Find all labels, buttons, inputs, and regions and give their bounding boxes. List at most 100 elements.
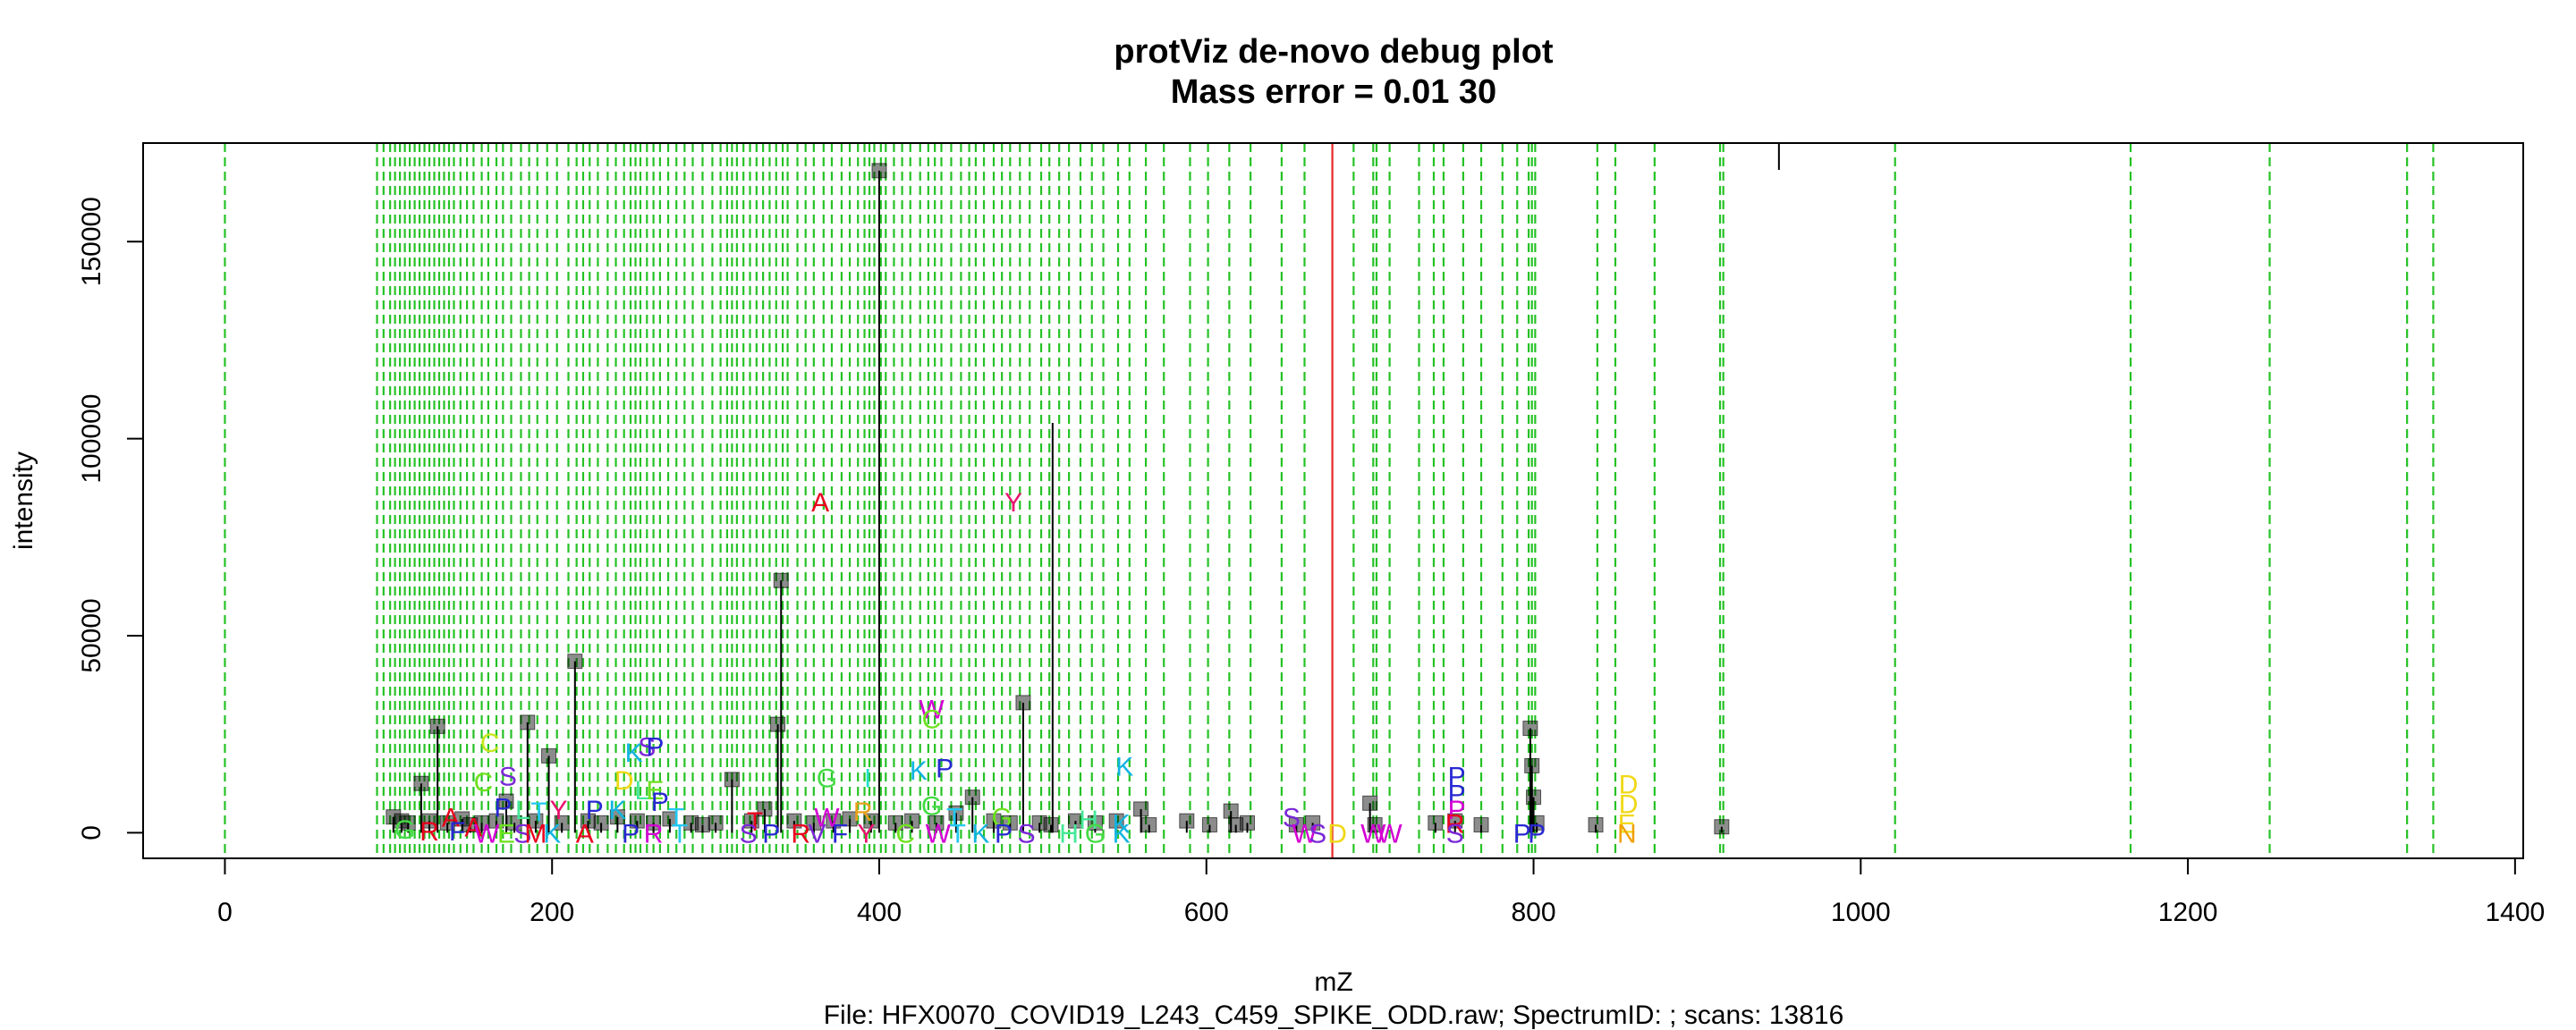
aa-label-70: G — [1085, 819, 1106, 848]
aa-label-19: G — [921, 791, 942, 821]
peak-13 — [520, 714, 536, 730]
aa-label-14: G — [817, 764, 837, 794]
peak-27 — [724, 772, 740, 788]
peak-markers — [386, 163, 1730, 835]
chart-subtitle: Mass error = 0.01 30 — [1171, 73, 1496, 111]
peak-16 — [554, 815, 570, 831]
x-axis-label: mZ — [1314, 967, 1352, 997]
aa-label-15: I — [864, 764, 871, 794]
x-tick-label-0: 0 — [217, 898, 233, 927]
aa-label-61: F — [832, 819, 848, 848]
aa-label-37: P — [1448, 780, 1466, 809]
aa-label-23: L — [515, 796, 530, 825]
x-tick-label-7: 1400 — [2485, 898, 2545, 927]
aa-label-62: Y — [857, 819, 875, 848]
aa-label-60: V — [808, 819, 826, 848]
y-tick-label-0: 0 — [77, 825, 106, 840]
peak-66 — [1524, 757, 1540, 773]
peak-50 — [1108, 813, 1124, 829]
peak-54 — [1201, 817, 1217, 833]
peak-11 — [498, 793, 514, 809]
aa-label-78: P — [1513, 819, 1531, 848]
aa-label-68: S — [1018, 819, 1036, 848]
aa-label-9: S — [499, 762, 517, 791]
aa-label-3: C — [922, 705, 942, 735]
aa-label-24: T — [530, 798, 547, 827]
peak-28 — [743, 813, 759, 829]
aa-label-72: W — [1292, 819, 1318, 848]
peak-17 — [567, 654, 583, 670]
peak-62 — [1428, 815, 1444, 831]
peak-39 — [904, 813, 920, 829]
peak-53 — [1179, 813, 1195, 829]
aa-label-11: L — [634, 776, 649, 806]
aa-label-49: E — [497, 819, 515, 848]
aa-label-27: K — [608, 796, 626, 825]
peak-4 — [421, 813, 437, 829]
peak-44 — [1002, 815, 1018, 831]
peak-34 — [826, 813, 842, 829]
aa-label-38: P — [1448, 796, 1466, 825]
peak-55 — [1223, 803, 1239, 819]
aa-label-57: S — [740, 819, 758, 848]
aa-label-73: S — [1309, 819, 1326, 848]
peak-63 — [1447, 813, 1463, 829]
peak-12 — [506, 815, 522, 831]
aa-label-4: C — [480, 729, 500, 758]
x-tick-label-3: 600 — [1184, 898, 1229, 927]
peak-24 — [683, 815, 699, 831]
aa-label-79: P — [1528, 819, 1546, 848]
peak-3 — [413, 775, 429, 791]
aa-label-41: D — [1619, 789, 1639, 819]
aa-label-46: R — [419, 817, 439, 847]
peak-58 — [1288, 817, 1304, 833]
aa-label-0: A — [811, 488, 829, 518]
aa-label-44: S — [1283, 804, 1301, 833]
aa-label-35: K — [1113, 809, 1131, 839]
aa-label-53: A — [576, 819, 594, 848]
peak-40 — [928, 815, 945, 831]
peak-26 — [708, 815, 724, 831]
aa-label-64: W — [926, 819, 952, 848]
peak-25 — [694, 817, 710, 833]
aa-label-28: T — [668, 804, 684, 833]
peak-19 — [593, 815, 609, 831]
aa-label-43: N — [1617, 819, 1637, 848]
aa-label-7: P — [646, 732, 664, 762]
aa-label-66: K — [971, 819, 989, 848]
peak-8 — [462, 817, 479, 833]
peak-38 — [887, 815, 903, 831]
peak-22 — [646, 815, 662, 831]
aa-label-54: P — [622, 819, 640, 848]
aa-label-69: H — [1059, 819, 1079, 848]
peak-1 — [394, 813, 410, 829]
peak-7 — [454, 811, 470, 827]
aa-label-42: E — [1618, 809, 1636, 839]
aa-label-12: E — [646, 776, 664, 806]
x-tick-label-1: 200 — [530, 898, 574, 927]
aa-label-13: P — [651, 788, 669, 817]
y-axis-label: intensity — [9, 452, 38, 550]
peak-41 — [948, 805, 964, 821]
aa-label-6: S — [638, 732, 656, 762]
x-tick-label-2: 400 — [857, 898, 902, 927]
x-axis: 0 200 400 600 800 1000 1200 1400 — [217, 857, 2545, 927]
peak-30 — [770, 716, 786, 732]
peak-56 — [1228, 817, 1244, 833]
aa-label-76: W — [1377, 819, 1402, 848]
aa-label-21: A — [464, 814, 482, 843]
aa-label-17: P — [936, 755, 953, 784]
peak-33 — [806, 815, 822, 831]
peak-59 — [1305, 815, 1321, 831]
peak-70 — [1714, 819, 1730, 835]
aa-label-18: K — [1115, 752, 1133, 781]
peak-67 — [1526, 789, 1542, 806]
aa-label-1: Y — [1004, 488, 1022, 518]
aa-label-58: P — [762, 819, 780, 848]
peak-48 — [1067, 813, 1083, 829]
x-tick-label-5: 1000 — [1831, 898, 1891, 927]
peak-2 — [400, 815, 416, 831]
y-tick-label-3: 150000 — [77, 197, 106, 286]
peak-23 — [662, 811, 678, 827]
aa-label-20: A — [442, 804, 460, 833]
